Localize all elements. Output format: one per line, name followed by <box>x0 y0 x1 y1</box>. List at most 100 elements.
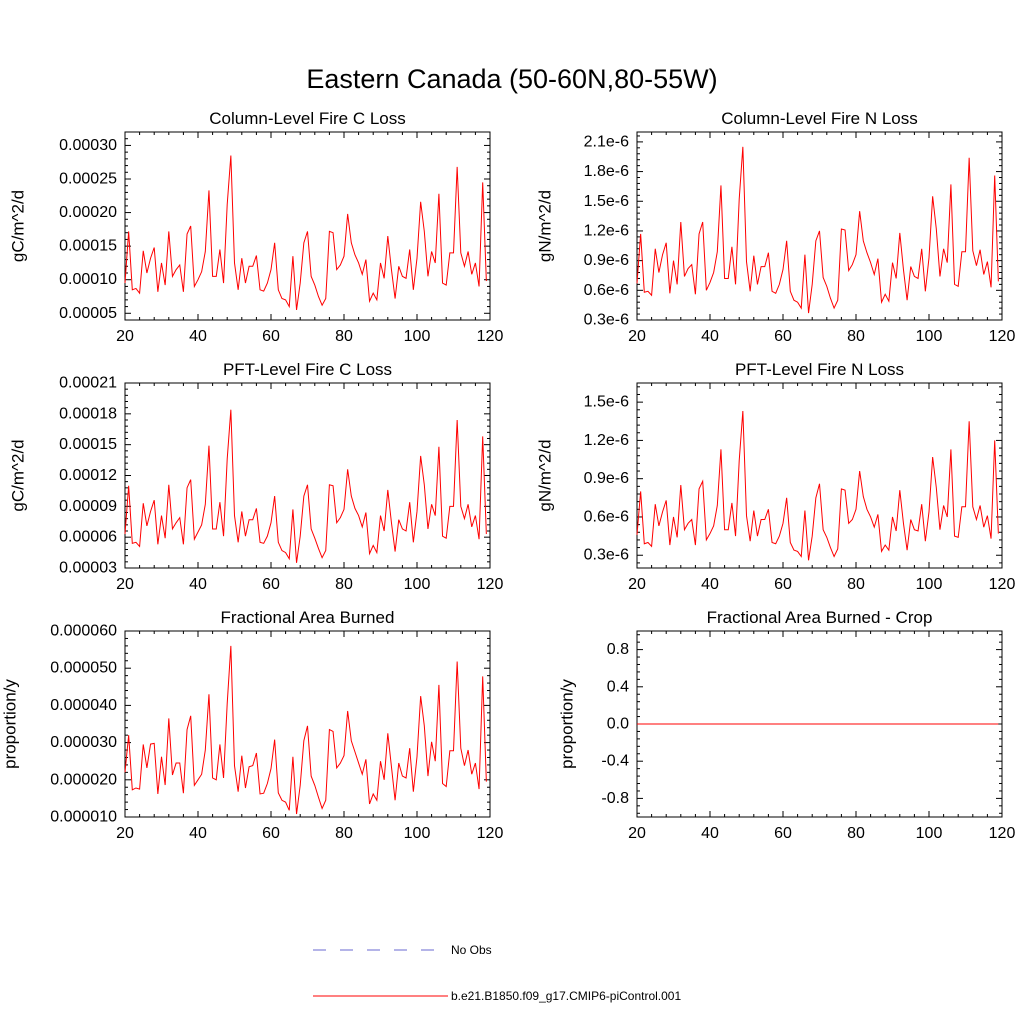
x-tick-label: 40 <box>701 328 719 345</box>
y-tick-label: 0.000010 <box>50 809 117 826</box>
y-tick-label: 0.9e-6 <box>584 252 629 269</box>
chart-title: PFT-Level Fire N Loss <box>735 360 904 379</box>
y-tick-label: 0.00012 <box>59 467 117 484</box>
plot-frame <box>636 382 1003 569</box>
x-tick-label: 80 <box>335 328 353 345</box>
x-tick-label: 120 <box>989 576 1016 593</box>
y-axis-label: proportion/y <box>558 679 577 769</box>
x-tick-label: 20 <box>628 328 646 345</box>
y-tick-label: 0.9e-6 <box>584 470 629 487</box>
x-tick-label: 20 <box>116 576 134 593</box>
y-tick-label: 0.00015 <box>59 238 117 255</box>
y-tick-label: 1.5e-6 <box>584 193 629 210</box>
chart-title: Column-Level Fire N Loss <box>721 109 918 128</box>
x-tick-label: 20 <box>116 328 134 345</box>
y-tick-label: 0.6e-6 <box>584 282 629 299</box>
chart-panel-6: Fractional Area Burned - Crop proportion/… <box>558 608 1016 842</box>
chart-panel-3: PFT-Level Fire C Loss gC/m^2/d 20 40 60 80 100… <box>9 360 504 593</box>
y-tick-label: 0.00015 <box>59 436 117 453</box>
y-tick-label: 0.00025 <box>59 171 117 188</box>
chart-panel-2: Column-Level Fire N Loss gN/m^2/d 20 40 60 80… <box>536 109 1016 345</box>
chart-title: Column-Level Fire C Loss <box>209 109 406 128</box>
x-tick-label: 80 <box>847 825 865 842</box>
x-tick-label: 100 <box>404 576 431 593</box>
y-tick-label: -0.8 <box>601 790 629 807</box>
x-tick-label: 60 <box>774 328 792 345</box>
y-tick-label: 0.00009 <box>59 498 117 515</box>
y-axis-label: gC/m^2/d <box>9 190 28 262</box>
y-axis-label: gN/m^2/d <box>536 439 555 511</box>
x-tick-label: 40 <box>189 328 207 345</box>
y-tick-label: 0.000030 <box>50 734 117 751</box>
plot-frame <box>124 630 491 818</box>
x-tick-label: 100 <box>404 825 431 842</box>
y-axis-label: gC/m^2/d <box>9 439 28 511</box>
figure-title: Eastern Canada (50-60N,80-55W) <box>306 64 717 94</box>
x-tick-label: 100 <box>916 576 943 593</box>
y-tick-label: 1.2e-6 <box>584 222 629 239</box>
y-tick-label: 0.3e-6 <box>584 312 629 329</box>
x-tick-label: 100 <box>916 328 943 345</box>
chart-panel-4: PFT-Level Fire N Loss gN/m^2/d 20 40 60 80 100… <box>536 360 1016 593</box>
x-tick-label: 120 <box>477 825 504 842</box>
x-tick-label: 60 <box>262 825 280 842</box>
x-tick-label: 40 <box>701 576 719 593</box>
y-tick-label: 0.0 <box>607 716 629 733</box>
x-tick-label: 80 <box>335 825 353 842</box>
y-tick-label: 2.1e-6 <box>584 133 629 150</box>
series-line-1 <box>124 409 487 563</box>
y-axis-label: proportion/y <box>1 679 20 769</box>
y-tick-label: 0.00021 <box>59 375 117 392</box>
legend-label-no-obs: No Obs <box>451 943 492 957</box>
y-tick-label: 0.00005 <box>59 305 117 322</box>
x-tick-label: 120 <box>989 328 1016 345</box>
x-tick-label: 40 <box>701 825 719 842</box>
y-axis-label: gN/m^2/d <box>536 190 555 262</box>
chart-title: Fractional Area Burned - Crop <box>707 608 933 627</box>
chart-title: PFT-Level Fire C Loss <box>223 360 392 379</box>
chart-panel-1: Column-Level Fire C Loss gC/m^2/d 20 40 60 80… <box>9 109 504 345</box>
y-tick-label: 1.8e-6 <box>584 163 629 180</box>
x-tick-label: 20 <box>116 825 134 842</box>
x-tick-label: 80 <box>335 576 353 593</box>
x-tick-label: 80 <box>847 576 865 593</box>
x-tick-label: 100 <box>916 825 943 842</box>
x-tick-label: 20 <box>628 825 646 842</box>
x-tick-label: 20 <box>628 576 646 593</box>
x-tick-label: 60 <box>774 825 792 842</box>
y-tick-label: 1.2e-6 <box>584 432 629 449</box>
y-tick-label: 0.00018 <box>59 405 117 422</box>
y-tick-label: 0.00020 <box>59 204 117 221</box>
chart-panel-5: Fractional Area Burned proportion/y 20 40 60… <box>1 608 504 842</box>
x-tick-label: 120 <box>989 825 1016 842</box>
y-tick-label: 0.4 <box>607 678 629 695</box>
y-tick-label: 0.3e-6 <box>584 547 629 564</box>
x-tick-label: 40 <box>189 825 207 842</box>
y-tick-label: 0.00006 <box>59 529 117 546</box>
y-tick-label: 0.00010 <box>59 271 117 288</box>
series-line-1 <box>636 146 999 314</box>
y-tick-label: 0.000050 <box>50 660 117 677</box>
panels: Column-Level Fire C Loss gC/m^2/d 20 40 60 80… <box>1 109 1016 842</box>
chart-title: Fractional Area Burned <box>221 608 395 627</box>
y-tick-label: 0.00003 <box>59 560 117 577</box>
y-tick-label: 0.000040 <box>50 697 117 714</box>
plot-frame <box>124 382 491 569</box>
x-tick-label: 100 <box>404 328 431 345</box>
y-tick-label: 1.5e-6 <box>584 394 629 411</box>
x-tick-label: 60 <box>774 576 792 593</box>
x-tick-label: 40 <box>189 576 207 593</box>
y-tick-label: 0.000020 <box>50 771 117 788</box>
legend: No Obs b.e21.B1850.f09_g17.CMIP6-piContr… <box>313 943 681 1003</box>
x-tick-label: 120 <box>477 328 504 345</box>
series-line-1 <box>636 411 999 561</box>
series-line-1 <box>124 645 487 815</box>
plot-frame <box>124 131 491 321</box>
x-tick-label: 60 <box>262 576 280 593</box>
plot-frame <box>636 131 1003 321</box>
x-tick-label: 60 <box>262 328 280 345</box>
y-tick-label: 0.8 <box>607 641 629 658</box>
y-tick-label: -0.4 <box>601 753 629 770</box>
y-tick-label: 0.00030 <box>59 137 117 154</box>
